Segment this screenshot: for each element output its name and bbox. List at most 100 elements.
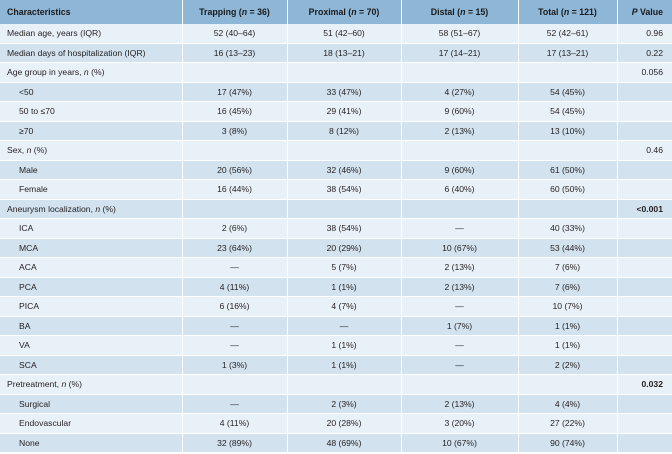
cell-p-value xyxy=(617,433,672,453)
cell-p-value xyxy=(617,121,672,141)
row-label: None xyxy=(0,433,183,453)
cell-p-value: 0.032 xyxy=(617,374,672,395)
table-row: Age group in years, n (%) 0.056 xyxy=(0,62,672,83)
cell-total: 13 (10%) xyxy=(518,121,618,141)
cell-trapping xyxy=(182,62,288,83)
row-label: PICA xyxy=(0,296,183,317)
header-total: Total (n = 121) xyxy=(518,0,618,24)
cell-total: 1 (1%) xyxy=(518,316,618,336)
cell-proximal: 33 (47%) xyxy=(287,82,402,102)
cell-proximal xyxy=(287,199,402,219)
row-label: Pretreatment, n (%) xyxy=(0,374,183,395)
cell-p-value xyxy=(617,179,672,200)
cell-total: 17 (13–21) xyxy=(518,43,618,63)
cell-distal: 4 (27%) xyxy=(401,82,519,102)
cell-p-value xyxy=(617,335,672,356)
cell-trapping: 32 (89%) xyxy=(182,433,288,453)
table-body: Median age, years (IQR) 52 (40–64) 51 (42–… xyxy=(0,24,672,453)
row-label: Male xyxy=(0,160,183,180)
table-row: Median days of hospitalization (IQR) 16 (… xyxy=(0,43,672,63)
row-label: Age group in years, n (%) xyxy=(0,62,183,83)
cell-distal: 2 (13%) xyxy=(401,257,519,278)
row-label: ACA xyxy=(0,257,183,278)
cell-p-value: 0.22 xyxy=(617,43,672,63)
cell-proximal: 5 (7%) xyxy=(287,257,402,278)
header-p-value: P Value xyxy=(617,0,672,24)
table-row: MCA 23 (64%) 20 (29%) 10 (67%) 53 (44%) xyxy=(0,238,672,258)
table-row: 50 to ≤70 16 (45%) 29 (41%) 9 (60%) 54 (45%) xyxy=(0,101,672,122)
cell-trapping: 1 (3%) xyxy=(182,355,288,375)
header-distal: Distal (n = 15) xyxy=(401,0,519,24)
cell-p-value xyxy=(617,238,672,258)
cell-trapping: 16 (45%) xyxy=(182,101,288,122)
cell-distal: — xyxy=(401,296,519,317)
cell-total: 4 (4%) xyxy=(518,394,618,414)
cell-total: 1 (1%) xyxy=(518,335,618,356)
cell-trapping: 17 (47%) xyxy=(182,82,288,102)
cell-p-value xyxy=(617,355,672,375)
row-label: PCA xyxy=(0,277,183,297)
cell-p-value: <0.001 xyxy=(617,199,672,219)
table-row: Endovascular 4 (11%) 20 (28%) 3 (20%) 27 (22… xyxy=(0,413,672,434)
cell-proximal: 51 (42–60) xyxy=(287,24,402,44)
cell-proximal xyxy=(287,374,402,395)
table-row: ICA 2 (6%) 38 (54%) —40 (33%) xyxy=(0,218,672,239)
cell-proximal xyxy=(287,62,402,83)
cell-trapping: 52 (40–64) xyxy=(182,24,288,44)
cell-distal xyxy=(401,199,519,219)
table-row: ACA —5 (7%) 2 (13%) 7 (6%) xyxy=(0,257,672,278)
cell-p-value xyxy=(617,316,672,336)
cell-total: 90 (74%) xyxy=(518,433,618,453)
cell-distal: 6 (40%) xyxy=(401,179,519,200)
row-label: ≥70 xyxy=(0,121,183,141)
cell-total xyxy=(518,199,618,219)
cell-total: 53 (44%) xyxy=(518,238,618,258)
cell-trapping xyxy=(182,140,288,161)
cell-p-value xyxy=(617,101,672,122)
cell-p-value xyxy=(617,296,672,317)
table-row: PICA 6 (16%) 4 (7%) —10 (7%) xyxy=(0,296,672,317)
cell-proximal: 38 (54%) xyxy=(287,218,402,239)
cell-distal xyxy=(401,374,519,395)
cell-p-value xyxy=(617,160,672,180)
cell-distal: 2 (13%) xyxy=(401,121,519,141)
cell-trapping xyxy=(182,374,288,395)
cell-total: 54 (45%) xyxy=(518,82,618,102)
row-label: Endovascular xyxy=(0,413,183,434)
table-row: VA —1 (1%) —1 (1%) xyxy=(0,335,672,356)
table-row: Aneurysm localization, n (%) <0.001 xyxy=(0,199,672,219)
table-row: Median age, years (IQR) 52 (40–64) 51 (42–… xyxy=(0,24,672,44)
cell-trapping: — xyxy=(182,394,288,414)
cell-proximal: 32 (46%) xyxy=(287,160,402,180)
cell-total: 61 (50%) xyxy=(518,160,618,180)
cell-trapping: 23 (64%) xyxy=(182,238,288,258)
cell-distal xyxy=(401,140,519,161)
row-label: Surgical xyxy=(0,394,183,414)
cell-distal: 9 (60%) xyxy=(401,101,519,122)
table-row: Pretreatment, n (%) 0.032 xyxy=(0,374,672,395)
cell-distal: 1 (7%) xyxy=(401,316,519,336)
table-row: BA — —1 (7%) 1 (1%) xyxy=(0,316,672,336)
table-row: Male 20 (56%) 32 (46%) 9 (60%) 61 (50%) xyxy=(0,160,672,180)
row-label: Median age, years (IQR) xyxy=(0,24,183,44)
cell-distal: 9 (60%) xyxy=(401,160,519,180)
cell-total xyxy=(518,140,618,161)
cell-proximal: 20 (29%) xyxy=(287,238,402,258)
cell-trapping: 16 (44%) xyxy=(182,179,288,200)
cell-total: 10 (7%) xyxy=(518,296,618,317)
cell-distal: 58 (51–67) xyxy=(401,24,519,44)
cell-proximal: 38 (54%) xyxy=(287,179,402,200)
cell-distal: — xyxy=(401,355,519,375)
cell-p-value xyxy=(617,394,672,414)
cell-distal: — xyxy=(401,335,519,356)
cell-trapping xyxy=(182,199,288,219)
header-proximal: Proximal (n = 70) xyxy=(287,0,402,24)
row-label: 50 to ≤70 xyxy=(0,101,183,122)
cell-distal: 3 (20%) xyxy=(401,413,519,434)
cell-trapping: 2 (6%) xyxy=(182,218,288,239)
row-label: SCA xyxy=(0,355,183,375)
cell-distal: 10 (67%) xyxy=(401,433,519,453)
table-row: PCA 4 (11%) 1 (1%) 2 (13%) 7 (6%) xyxy=(0,277,672,297)
table-header-row: Characteristics Trapping (n = 36) Proxim… xyxy=(0,0,672,24)
cell-distal: 10 (67%) xyxy=(401,238,519,258)
